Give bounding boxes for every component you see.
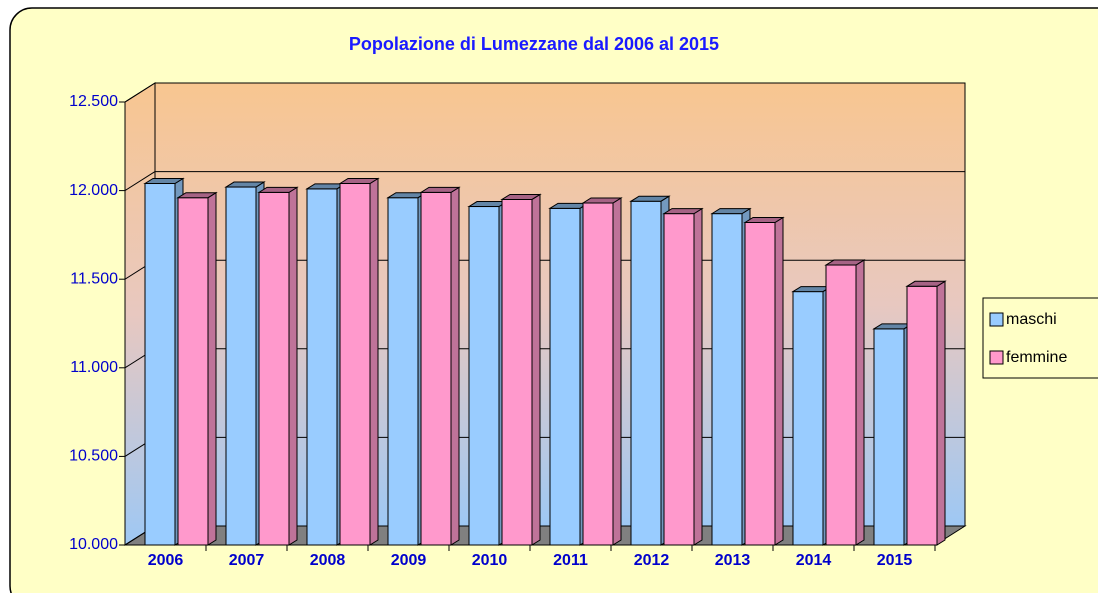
y-tick-label: 12.500 <box>69 93 118 110</box>
legend-swatch <box>989 350 1004 365</box>
x-tick-label: 2010 <box>472 552 508 569</box>
bar <box>825 264 857 546</box>
bar <box>582 202 614 546</box>
bar <box>144 183 176 546</box>
legend-label: femmine <box>1006 349 1067 366</box>
x-tick-label: 2012 <box>634 552 670 569</box>
x-tick-label: 2013 <box>715 552 751 569</box>
legend-label: maschi <box>1006 311 1057 328</box>
bar <box>501 198 533 546</box>
bar <box>744 221 776 546</box>
bar-top <box>581 197 623 204</box>
x-tick-label: 2007 <box>229 552 265 569</box>
x-tick-label: 2015 <box>877 552 913 569</box>
x-tick-label: 2009 <box>391 552 427 569</box>
bar <box>906 285 938 546</box>
legend-swatch <box>989 312 1004 327</box>
bar-side <box>369 177 379 546</box>
bar-side <box>531 193 541 546</box>
bar-top <box>743 216 785 223</box>
bar <box>711 213 743 546</box>
bar <box>387 197 419 546</box>
bar <box>468 206 500 546</box>
y-tick-label: 12.000 <box>69 182 118 199</box>
bar-top <box>176 192 218 199</box>
bar-top <box>500 193 542 200</box>
y-tick-label: 11.500 <box>70 270 118 287</box>
bar <box>663 213 695 546</box>
grid-line <box>124 171 156 192</box>
y-tick-label: 11.000 <box>70 359 118 376</box>
bar-side <box>855 259 865 546</box>
bar-top <box>629 195 671 202</box>
bar-side <box>612 197 622 546</box>
bar-side <box>774 216 784 546</box>
bar-top <box>824 259 866 266</box>
x-tick-label: 2011 <box>553 552 588 569</box>
bar <box>177 197 209 546</box>
bar-top <box>419 186 461 193</box>
bar <box>306 188 338 546</box>
bar-top <box>338 178 380 185</box>
bar <box>792 291 824 546</box>
bar-top <box>224 181 266 188</box>
bar-top <box>257 186 299 193</box>
bar-top <box>143 178 185 185</box>
bar <box>258 191 290 546</box>
bar <box>630 200 662 546</box>
bar-top <box>662 208 704 215</box>
y-tick-label: 10.500 <box>69 448 118 465</box>
legend <box>982 297 1098 379</box>
bar <box>339 183 371 546</box>
bar-side <box>288 186 298 546</box>
grid-line <box>124 82 156 103</box>
bar-top <box>905 280 947 287</box>
bar-side <box>936 280 946 546</box>
bar-side <box>693 207 703 546</box>
bar-side <box>207 191 217 546</box>
bar-side <box>450 186 460 546</box>
chart-title: Popolazione di Lumezzane dal 2006 al 201… <box>349 34 719 54</box>
bar <box>873 328 905 546</box>
x-tick-label: 2006 <box>148 552 184 569</box>
bar <box>225 186 257 546</box>
bar <box>549 207 581 546</box>
bar <box>420 191 452 546</box>
y-tick-label: 10.000 <box>69 536 118 553</box>
bar-top <box>710 208 752 215</box>
x-tick-label: 2014 <box>796 552 832 569</box>
x-tick-label: 2008 <box>310 552 346 569</box>
